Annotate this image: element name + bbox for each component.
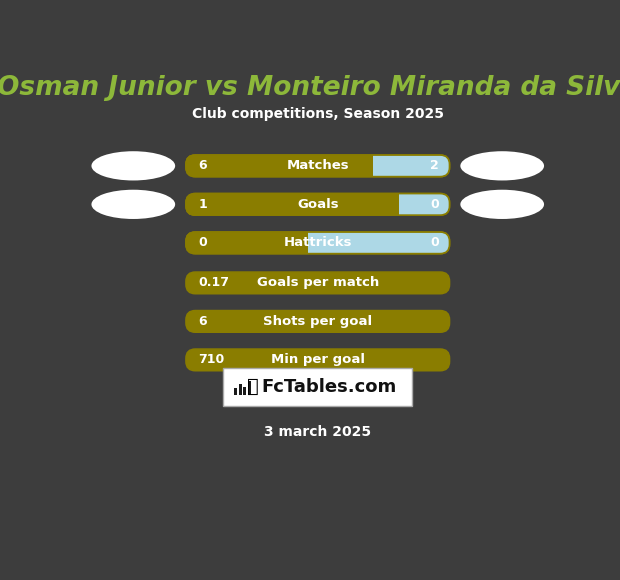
- Text: Club competitions, Season 2025: Club competitions, Season 2025: [192, 107, 444, 121]
- Ellipse shape: [460, 190, 544, 219]
- Text: 2: 2: [430, 160, 439, 172]
- FancyBboxPatch shape: [186, 349, 450, 371]
- FancyBboxPatch shape: [186, 155, 450, 177]
- FancyBboxPatch shape: [223, 368, 412, 406]
- Text: Goals: Goals: [297, 198, 339, 211]
- FancyBboxPatch shape: [186, 232, 450, 253]
- Text: FcTables.com: FcTables.com: [262, 378, 397, 396]
- Text: Hattricks: Hattricks: [283, 237, 352, 249]
- Bar: [248, 380, 251, 394]
- Text: 710: 710: [198, 353, 224, 367]
- Ellipse shape: [92, 151, 175, 180]
- Text: 0: 0: [430, 237, 439, 249]
- FancyBboxPatch shape: [373, 155, 450, 177]
- Bar: [373, 155, 383, 177]
- Text: 6: 6: [198, 160, 207, 172]
- Bar: [243, 387, 246, 394]
- Text: 0: 0: [198, 237, 207, 249]
- Text: 0: 0: [430, 198, 439, 211]
- Bar: [399, 194, 409, 215]
- FancyBboxPatch shape: [399, 194, 450, 215]
- FancyBboxPatch shape: [186, 272, 450, 293]
- Text: 6: 6: [198, 315, 207, 328]
- FancyBboxPatch shape: [186, 311, 450, 332]
- Text: 3 march 2025: 3 march 2025: [264, 425, 371, 438]
- Text: 0.17: 0.17: [198, 277, 229, 289]
- Bar: [309, 232, 318, 253]
- Text: 📈: 📈: [247, 378, 259, 396]
- Text: Shots per goal: Shots per goal: [263, 315, 373, 328]
- Text: Osman Junior vs Monteiro Miranda da Silva: Osman Junior vs Monteiro Miranda da Silv…: [0, 75, 620, 101]
- Text: Matches: Matches: [286, 160, 349, 172]
- FancyBboxPatch shape: [186, 194, 450, 215]
- Bar: [234, 389, 237, 394]
- Ellipse shape: [92, 190, 175, 219]
- Bar: [239, 384, 242, 394]
- Text: Goals per match: Goals per match: [257, 277, 379, 289]
- Ellipse shape: [460, 151, 544, 180]
- Text: Min per goal: Min per goal: [271, 353, 365, 367]
- Text: 1: 1: [198, 198, 207, 211]
- FancyBboxPatch shape: [309, 232, 450, 253]
